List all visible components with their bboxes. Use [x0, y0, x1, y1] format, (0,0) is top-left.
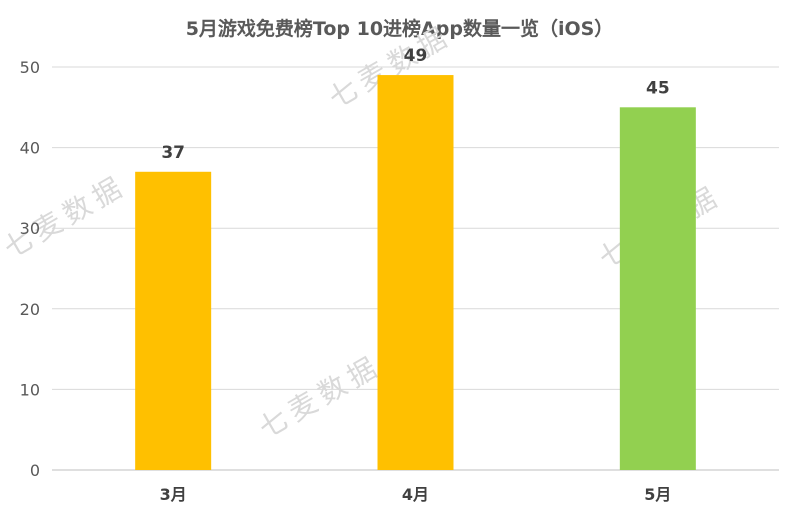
bar-3: [619, 107, 696, 471]
chart-title: 5月游戏免费榜Top 10进榜App数量一览（iOS）: [186, 17, 614, 40]
category-labels-group: 3月 4月 5月: [160, 485, 672, 504]
data-labels-group: 37 49 45: [161, 46, 669, 163]
y-tick-label: 10: [20, 380, 40, 399]
watermark-text: 七麦数据: [0, 168, 132, 265]
data-label: 37: [161, 143, 185, 163]
y-axis-ticks: 0 10 20 30 40 50: [20, 58, 40, 480]
bar-1: [135, 171, 212, 470]
y-tick-label: 30: [20, 219, 40, 238]
watermark-text: 七麦数据: [253, 348, 387, 445]
y-tick-label: 0: [30, 461, 40, 480]
y-tick-label: 40: [20, 139, 40, 158]
bars-group: [135, 75, 696, 471]
watermark-group: 七麦数据七麦数据七麦数据七麦数据: [0, 18, 727, 445]
data-label: 45: [646, 78, 670, 98]
category-label: 3月: [160, 485, 187, 504]
category-label: 5月: [644, 485, 671, 504]
y-tick-label: 20: [20, 300, 40, 319]
category-label: 4月: [402, 485, 429, 504]
y-tick-label: 50: [20, 58, 40, 77]
bar-2: [377, 75, 454, 470]
data-label: 49: [404, 46, 428, 66]
